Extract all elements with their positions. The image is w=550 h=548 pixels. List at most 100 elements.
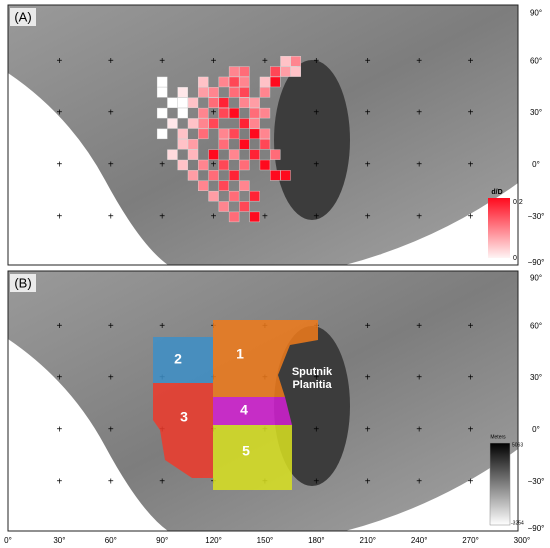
grid-cross: + — [365, 425, 371, 436]
dd-cell — [198, 76, 209, 88]
region — [213, 320, 318, 397]
colorbar-title: d/D — [491, 189, 502, 196]
grid-cross: + — [159, 321, 165, 332]
lat-label: −90° — [528, 524, 545, 533]
grid-cross: + — [365, 373, 371, 384]
grid-cross: + — [313, 108, 319, 119]
dd-cell — [270, 66, 281, 77]
grid-cross: + — [468, 321, 474, 332]
grid-cross: + — [313, 212, 319, 223]
grid-cross: + — [56, 56, 62, 67]
grid-cross: + — [159, 477, 165, 488]
lat-label: −90° — [528, 258, 545, 267]
panel-label-bg — [10, 274, 36, 292]
panel-label: (A) — [14, 9, 31, 24]
dd-cell — [239, 159, 250, 171]
dd-cell — [239, 180, 250, 191]
grid-cross: + — [365, 56, 371, 67]
dd-cell — [249, 149, 260, 160]
grid-cross: + — [108, 477, 114, 488]
region — [153, 383, 213, 478]
dd-cell — [218, 139, 230, 150]
grid-cross: + — [468, 160, 474, 171]
dd-cell — [218, 201, 230, 212]
dd-cell — [228, 190, 240, 202]
lon-label: 300° — [514, 536, 531, 545]
grid-cross: + — [416, 108, 422, 119]
dd-cell — [228, 76, 240, 88]
region-label: 1 — [236, 346, 244, 362]
dd-cell — [228, 107, 240, 119]
dd-cell — [208, 190, 219, 202]
dd-cell — [208, 87, 219, 98]
lon-label: 240° — [411, 536, 428, 545]
colorbar-max: 0.2 — [513, 199, 523, 206]
grid-cross: + — [56, 373, 62, 384]
dd-cell — [239, 139, 250, 150]
grid-cross: + — [468, 212, 474, 223]
dd-cell — [198, 128, 209, 140]
grid-cross: + — [365, 108, 371, 119]
lat-label: −30° — [528, 212, 545, 221]
lon-label: 120° — [205, 536, 222, 545]
lon-label: 0° — [4, 536, 12, 545]
dd-cell — [239, 201, 250, 212]
region — [153, 337, 213, 383]
dd-cell — [167, 97, 178, 108]
colorbar-min: 0 — [513, 255, 517, 262]
lon-label: 90° — [156, 536, 168, 545]
dd-cell — [280, 170, 291, 181]
dd-cell — [218, 180, 230, 191]
grid-cross: + — [416, 160, 422, 171]
dd-cell — [239, 97, 250, 108]
no-data-area — [8, 339, 168, 531]
lon-label: 270° — [462, 536, 479, 545]
dd-cell — [280, 66, 291, 77]
dd-cell — [198, 180, 209, 191]
dd-cell — [259, 128, 271, 140]
feature-label: Sputnik Planitia — [292, 366, 333, 391]
lat-label: 60° — [530, 321, 542, 330]
grid-cross: + — [468, 108, 474, 119]
dd-cell — [198, 118, 209, 129]
lon-label: 30° — [53, 536, 65, 545]
region — [213, 425, 292, 490]
dd-cell — [270, 76, 281, 88]
dd-cell — [218, 159, 230, 171]
lat-label: −30° — [528, 477, 545, 486]
panel-frame — [7, 4, 519, 266]
grid-cross: + — [211, 108, 217, 119]
region-label: 3 — [180, 409, 188, 425]
grid-cross: + — [108, 321, 114, 332]
dd-cell — [259, 87, 271, 98]
dd-cell — [187, 97, 199, 108]
dd-cell — [156, 128, 168, 140]
sputnik-basin — [274, 60, 350, 220]
dd-cell — [187, 170, 199, 181]
dd-cell — [290, 66, 301, 77]
grid-cross: + — [313, 373, 319, 384]
dd-cell — [249, 211, 260, 223]
grid-cross: + — [416, 321, 422, 332]
panel-label-bg — [10, 8, 36, 26]
dd-cell — [218, 97, 230, 108]
dd-cell — [259, 159, 271, 171]
dd-cell — [239, 76, 250, 88]
dd-cell — [249, 97, 260, 108]
grid-cross: + — [313, 425, 319, 436]
grid-cross: + — [56, 212, 62, 223]
grid-cross: + — [416, 56, 422, 67]
dd-cell — [270, 149, 281, 160]
grid-cross: + — [108, 108, 114, 119]
region-label: 4 — [240, 402, 248, 418]
colorbar — [489, 442, 511, 526]
dd-cell — [208, 97, 219, 108]
dd-cell — [239, 87, 250, 98]
grid-cross: + — [108, 425, 114, 436]
grid-cross: + — [468, 425, 474, 436]
colorbar — [488, 198, 510, 258]
grid-cross: + — [365, 160, 371, 171]
region-label: 2 — [174, 351, 182, 367]
dd-cell — [270, 170, 281, 181]
